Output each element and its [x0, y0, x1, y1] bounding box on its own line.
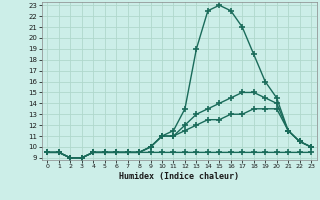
X-axis label: Humidex (Indice chaleur): Humidex (Indice chaleur) — [119, 172, 239, 181]
